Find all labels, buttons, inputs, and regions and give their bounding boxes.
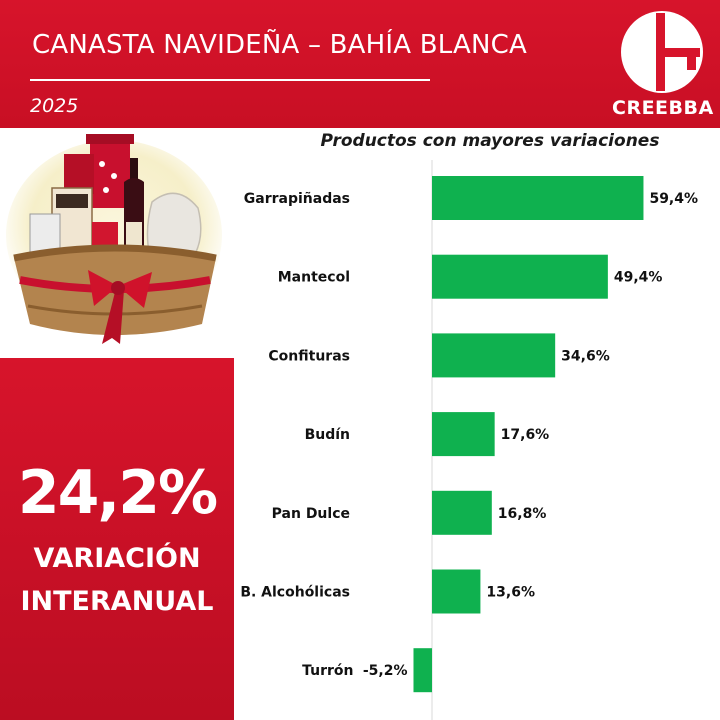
bar <box>432 412 495 457</box>
bar <box>432 569 481 614</box>
category-label: Mantecol <box>278 270 350 286</box>
kpi-label-line2: INTERANUAL <box>20 586 214 617</box>
kpi-panel: 24,2% VARIACIÓN INTERANUAL <box>0 358 234 720</box>
value-label: 16,8% <box>498 506 547 522</box>
category-label: Turrón <box>302 663 353 679</box>
category-label: Confituras <box>268 348 350 364</box>
year-label: 2025 <box>30 95 79 117</box>
gift-basket-icon <box>6 134 222 344</box>
category-label: Garrapiñadas <box>244 191 350 207</box>
category-label: Pan Dulce <box>272 506 350 522</box>
value-label: 13,6% <box>486 585 535 601</box>
category-label: B. Alcohólicas <box>240 585 350 601</box>
value-label: 59,4% <box>649 191 698 207</box>
bar <box>432 176 644 220</box>
logo-text: CREEBBA <box>612 97 714 119</box>
bar <box>432 490 492 535</box>
chart-title: Productos con mayores variaciones <box>320 131 660 151</box>
bar <box>432 333 556 378</box>
value-label: 17,6% <box>501 427 550 443</box>
value-label: -5,2% <box>363 663 408 679</box>
kpi-label-line1: VARIACIÓN <box>33 543 201 574</box>
page-title: CANASTA NAVIDEÑA – BAHÍA BLANCA <box>32 30 528 60</box>
bar <box>432 254 608 299</box>
header-band: CANASTA NAVIDEÑA – BAHÍA BLANCA 2025 CRE… <box>0 0 720 128</box>
title-underline <box>30 79 430 81</box>
kpi-value: 24,2% <box>17 458 218 528</box>
value-label: 34,6% <box>561 348 610 364</box>
value-label: 49,4% <box>614 270 663 286</box>
bar-chart: Garrapiñadas 59,4% Mantecol 49,4% Confituras… <box>240 160 698 720</box>
category-label: Budín <box>305 427 350 443</box>
bar <box>413 648 432 693</box>
creebba-logo-icon <box>621 11 703 93</box>
